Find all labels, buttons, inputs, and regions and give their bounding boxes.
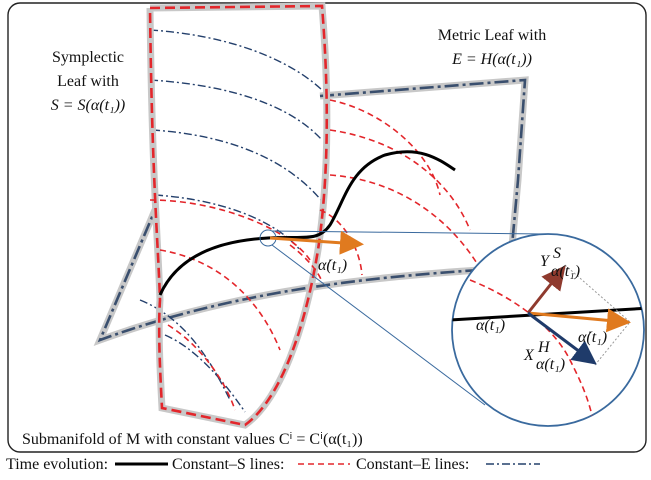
zoom-line xyxy=(272,231,548,234)
label: E = H(α(t₁)) xyxy=(451,51,532,68)
label: S = S(α(t₁)) xyxy=(51,97,126,114)
label: α(t₁) xyxy=(536,356,565,373)
legend-label: Time evolution: xyxy=(6,456,108,473)
legend-label: Constant–E lines: xyxy=(356,456,469,473)
label: Leaf with xyxy=(57,73,119,90)
label: α(t₁) xyxy=(551,263,580,280)
legend: Time evolution: Constant–S lines: Consta… xyxy=(6,456,540,473)
velocity-arrow xyxy=(270,238,358,244)
label: H xyxy=(537,339,551,356)
label: X xyxy=(523,347,535,364)
symplectic-leaf xyxy=(150,6,478,425)
label: α̇(t₁) xyxy=(318,257,347,274)
diagram: Symplectic Leaf with S = S(α(t₁)) Metric… xyxy=(0,0,651,480)
caption: Submanifold of M with constant values Cⁱ… xyxy=(22,431,363,448)
label: α(t₁) xyxy=(476,317,505,334)
label: α̇(t₁) xyxy=(578,329,607,346)
label: Symplectic xyxy=(52,49,124,66)
label: Metric Leaf with xyxy=(438,27,546,44)
legend-label: Constant–S lines: xyxy=(172,456,284,473)
label: S xyxy=(553,245,561,262)
